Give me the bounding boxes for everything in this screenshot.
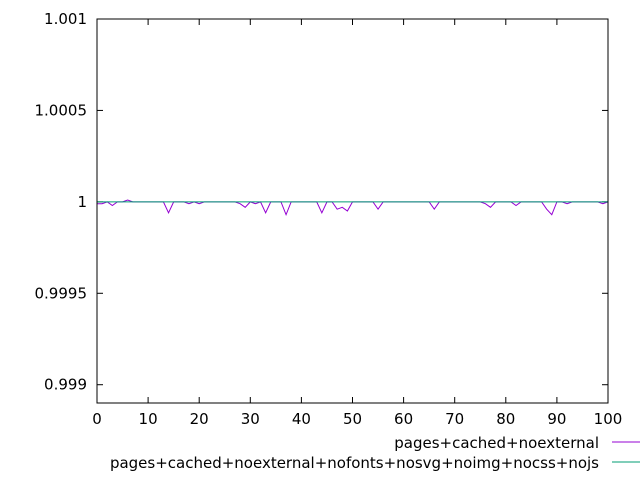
x-tick-label: 40 bbox=[292, 410, 311, 428]
x-tick-label: 70 bbox=[445, 410, 464, 428]
x-tick-label: 80 bbox=[496, 410, 515, 428]
tick-labels: 0 10 20 30 40 50 60 70 80 90 100 0.999 0.9995 1 1.0005… bbox=[35, 10, 623, 428]
y-tick-label: 1.001 bbox=[44, 10, 87, 28]
x-tick-label: 90 bbox=[547, 410, 566, 428]
y-tick-label: 1 bbox=[77, 193, 87, 211]
series-lines bbox=[97, 199, 609, 217]
axis-ticks bbox=[96, 18, 609, 403]
x-tick-label: 0 bbox=[92, 410, 102, 428]
legend-label-series-1: pages+cached+noexternal bbox=[394, 434, 599, 452]
plot-frame bbox=[96, 18, 609, 404]
x-tick-label: 10 bbox=[139, 410, 158, 428]
legend-label-series-2: pages+cached+noexternal+nofonts+nosvg+no… bbox=[110, 454, 599, 472]
legend: pages+cached+noexternal pages+cached+noe… bbox=[110, 434, 640, 472]
x-tick-label: 60 bbox=[394, 410, 413, 428]
x-tick-label: 50 bbox=[343, 410, 362, 428]
y-tick-label: 0.9995 bbox=[35, 284, 88, 302]
x-tick-label: 20 bbox=[190, 410, 209, 428]
x-tick-label: 100 bbox=[594, 410, 623, 428]
x-tick-label: 30 bbox=[241, 410, 260, 428]
y-tick-label: 1.0005 bbox=[35, 101, 88, 119]
y-tick-label: 0.999 bbox=[44, 376, 87, 394]
